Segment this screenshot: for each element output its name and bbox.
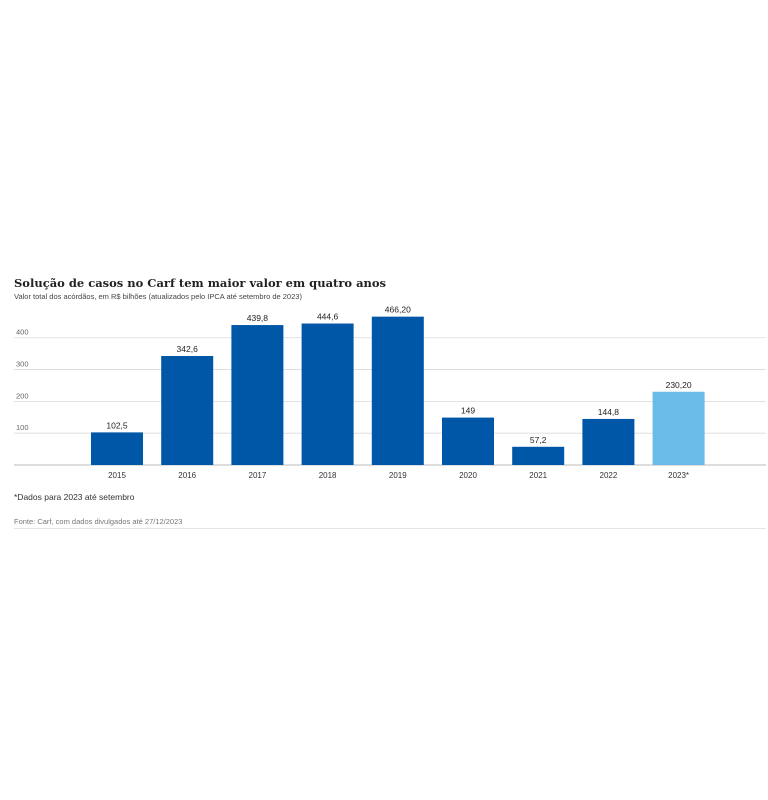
footnote: *Dados para 2023 até setembro [14, 492, 135, 502]
x-tick-label: 2019 [389, 471, 407, 480]
bottom-divider [14, 528, 766, 529]
x-tick-label: 2020 [459, 471, 477, 480]
x-tick-label: 2021 [529, 471, 547, 480]
x-tick-label: 2018 [319, 471, 337, 480]
value-label: 444,6 [317, 312, 339, 322]
value-label: 102,5 [106, 420, 128, 430]
y-tick-label: 200 [16, 391, 29, 400]
y-tick-label: 100 [16, 423, 29, 432]
value-label: 439,8 [247, 313, 269, 323]
x-tick-label: 2016 [178, 471, 196, 480]
bar-2019 [371, 316, 424, 465]
x-tick-label: 2023* [668, 471, 689, 480]
value-label: 57,2 [530, 435, 547, 445]
chart-subtitle: Valor total dos acórdãos, em R$ bilhões … [14, 292, 302, 301]
bar-2021 [512, 446, 565, 465]
bar-2017 [231, 325, 284, 465]
bar-2022 [582, 418, 635, 465]
value-label: 466,20 [385, 305, 411, 315]
label-layer: 102,5 2015 342,6 2016 439,8 2017 444,6 2018 466,… [106, 305, 692, 480]
x-tick-label: 2022 [600, 471, 618, 480]
bar-2020 [442, 417, 494, 465]
bar-2023 [652, 391, 705, 465]
chart-title: Solução de casos no Carf tem maior valor… [14, 276, 387, 290]
y-tick-label: 300 [16, 360, 29, 369]
value-label: 342,6 [177, 344, 199, 354]
value-label: 149 [461, 406, 475, 416]
bar-2016 [161, 355, 214, 465]
x-tick-label: 2017 [249, 471, 267, 480]
source-note: Fonte: Carf, com dados divulgados até 27… [14, 517, 183, 526]
value-label: 230,20 [666, 380, 692, 390]
bar-chart: 100 200 300 400 102,5 2015 342,6 2016 439,8 2017… [14, 305, 766, 480]
x-tick-label: 2015 [108, 471, 126, 480]
bar-2015 [91, 432, 143, 465]
bar-2018 [301, 323, 354, 465]
y-tick-label: 400 [16, 328, 29, 337]
bar-layer [91, 316, 705, 465]
value-label: 144,8 [598, 407, 620, 417]
